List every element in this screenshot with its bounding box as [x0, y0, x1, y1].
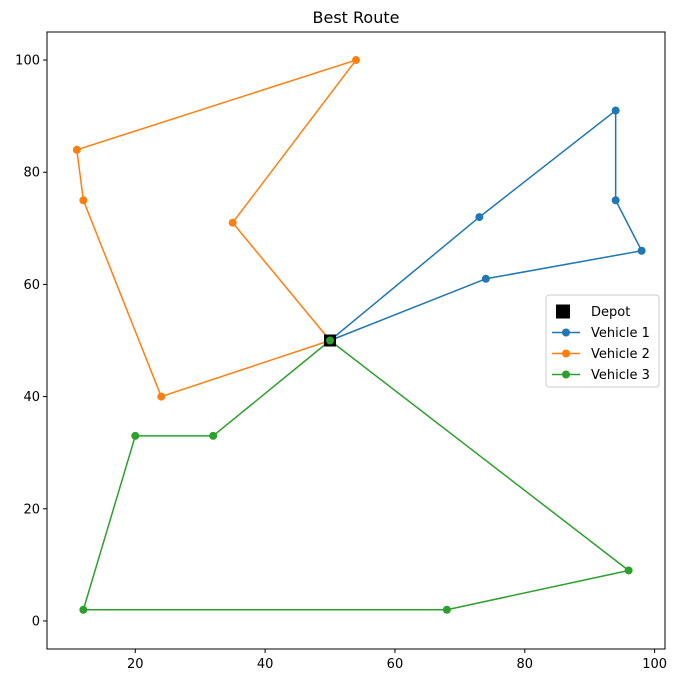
- legend-vehicle-3-label: Vehicle 3: [591, 368, 650, 383]
- legend-depot-label: Depot: [591, 305, 630, 320]
- y-tick-label: 100: [15, 54, 40, 69]
- legend-depot-marker: [556, 304, 570, 319]
- x-tick-label: 60: [387, 657, 404, 672]
- vehicle-3-stop-point: [79, 605, 88, 614]
- vehicle-2-series: [72, 56, 360, 401]
- vehicle-1-stop-point: [481, 274, 490, 283]
- x-tick-label: 20: [127, 657, 144, 672]
- vehicle-3-stop-point: [209, 431, 218, 440]
- vehicle-3-depot-point: [326, 336, 335, 345]
- y-tick-label: 80: [23, 166, 40, 181]
- vehicle-3-stop-point: [442, 605, 451, 614]
- vehicle-2-route-line: [76, 59, 357, 398]
- x-tick-label: 80: [517, 657, 534, 672]
- legend-box: [545, 294, 660, 388]
- vehicle-2-stop-point: [72, 145, 81, 154]
- vehicle-1-stop-point: [611, 196, 620, 205]
- y-tick-label: 0: [32, 614, 40, 629]
- series-layer: [72, 56, 646, 614]
- x-tick-label: 100: [642, 657, 667, 672]
- legend-vehicle-1-marker: [562, 328, 570, 337]
- x-tick-label: 40: [257, 657, 274, 672]
- y-tick-label: 40: [23, 390, 40, 405]
- vehicle-3-stop-point: [131, 431, 140, 440]
- vehicle-1-stop-point: [637, 246, 646, 255]
- y-tick-label: 20: [23, 502, 40, 517]
- vehicle-2-stop-point: [228, 218, 237, 227]
- chart-title: Best Route: [313, 8, 400, 27]
- y-tick-label: 60: [23, 278, 40, 293]
- vehicle-2-stop-point: [352, 56, 360, 65]
- plot-frame: [46, 31, 666, 650]
- vehicle-3-stop-point: [624, 566, 633, 575]
- legend-vehicle-2-marker: [562, 349, 570, 358]
- legend-vehicle-3-marker: [562, 370, 570, 379]
- vehicle-1-stop-point: [475, 213, 484, 222]
- legend: Depot Vehicle 1 Vehicle 2 Vehicle 3: [545, 294, 660, 388]
- axes-layer: 20 40 60 80 100 0 20 40 60 80 100: [15, 31, 667, 672]
- legend-vehicle-1-label: Vehicle 1: [591, 326, 650, 341]
- vehicle-1-stop-point: [611, 106, 620, 115]
- vehicle-2-stop-point: [157, 392, 166, 401]
- vehicle-2-stop-point: [79, 196, 88, 205]
- legend-vehicle-2-label: Vehicle 2: [591, 347, 650, 362]
